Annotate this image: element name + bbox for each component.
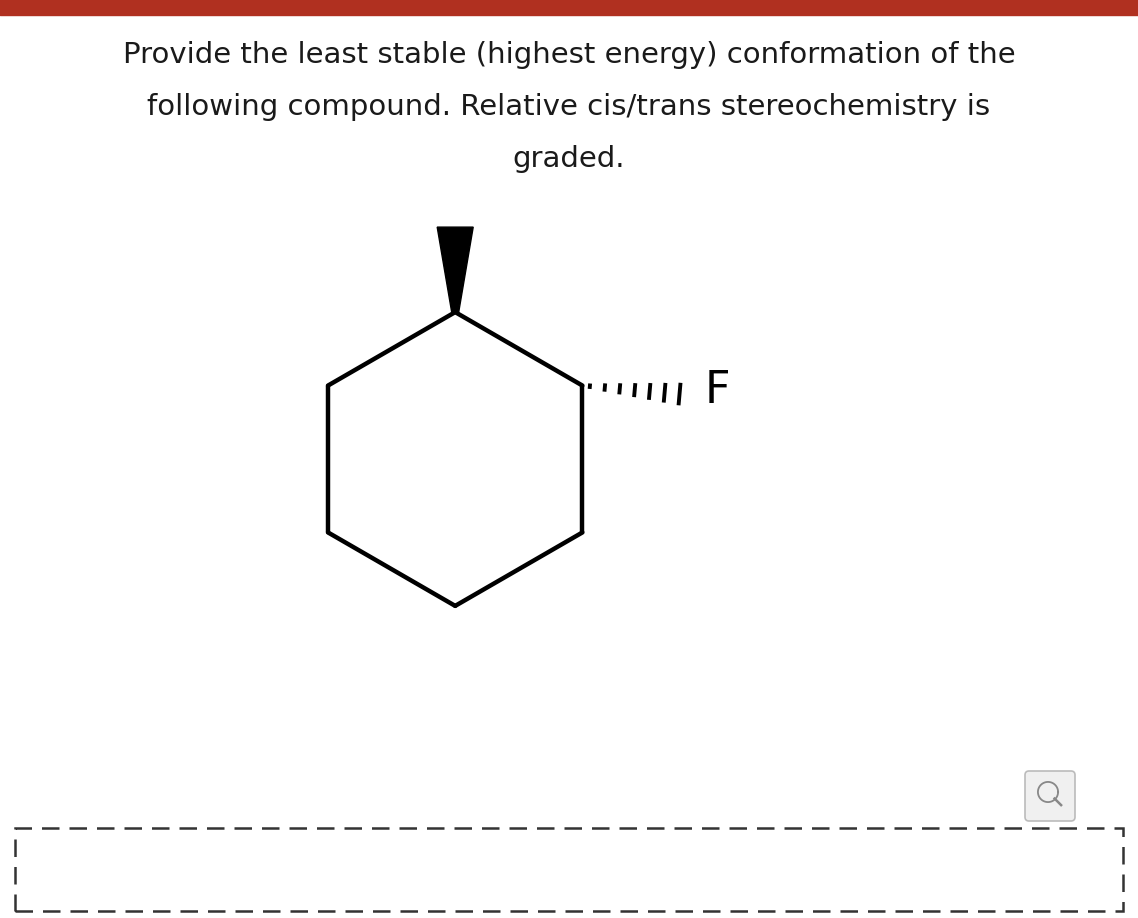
Text: graded.: graded. <box>513 145 625 173</box>
Text: F: F <box>706 369 731 412</box>
Bar <box>15 828 1123 911</box>
FancyBboxPatch shape <box>1025 771 1075 821</box>
Polygon shape <box>437 227 473 312</box>
Text: following compound. Relative cis/trans stereochemistry is: following compound. Relative cis/trans s… <box>148 93 990 121</box>
Text: Provide the least stable (highest energy) conformation of the: Provide the least stable (highest energy… <box>123 41 1015 69</box>
